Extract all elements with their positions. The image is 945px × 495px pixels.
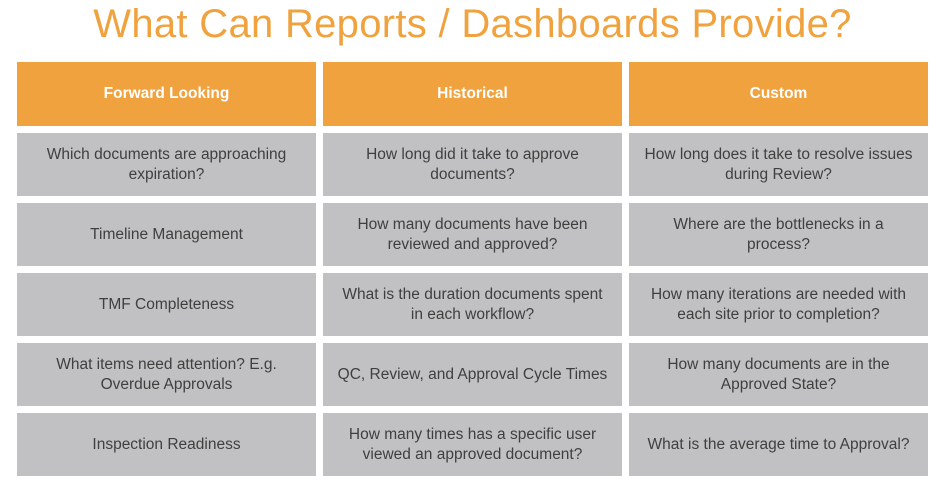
table-cell: Where are the bottlenecks in a process? [629,203,928,266]
table-cell: TMF Completeness [17,273,316,336]
table-cell: How many documents have been reviewed an… [323,203,622,266]
table-cell: What items need attention? E.g. Overdue … [17,343,316,406]
table-cell: How many times has a specific user viewe… [323,413,622,476]
table-cell: How long does it take to resolve issues … [629,133,928,196]
table-cell: Timeline Management [17,203,316,266]
reports-table: Forward Looking Historical Custom Which … [17,62,928,476]
table-cell: How many iterations are needed with each… [629,273,928,336]
column-header: Forward Looking [17,62,316,126]
table-cell: What is the duration documents spent in … [323,273,622,336]
table-cell: Inspection Readiness [17,413,316,476]
page-title: What Can Reports / Dashboards Provide? [93,2,852,46]
table-cell: How many documents are in the Approved S… [629,343,928,406]
table-cell: How long did it take to approve document… [323,133,622,196]
table-cell: What is the average time to Approval? [629,413,928,476]
column-header: Custom [629,62,928,126]
table-cell: QC, Review, and Approval Cycle Times [323,343,622,406]
column-header: Historical [323,62,622,126]
table-cell: Which documents are approaching expirati… [17,133,316,196]
